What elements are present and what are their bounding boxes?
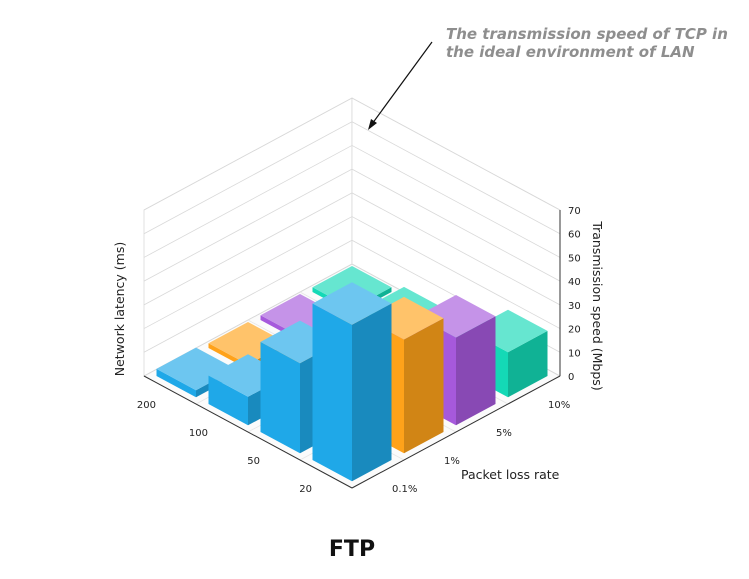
gridline-left-wall: [143, 216, 353, 329]
annotation-arrow-head: [368, 119, 377, 130]
speed-tick-label: 20: [568, 325, 581, 336]
loss-tick-label: 5%: [496, 428, 512, 439]
bar-20ms-0.1%: [312, 282, 392, 482]
speed-tick-label: 10: [568, 348, 581, 359]
gridline-right-wall: [351, 216, 561, 329]
gridline-left-wall: [143, 145, 353, 258]
annotation-line-1: The transmission speed of TCP in: [446, 25, 728, 43]
chart-title: FTP: [329, 537, 375, 562]
loss-tick-label: 10%: [548, 400, 570, 411]
chart-bars: [156, 266, 548, 482]
bar-right-face: [404, 318, 444, 454]
gridline-right-wall: [351, 97, 561, 211]
latency-axis-title: Network latency (ms): [112, 242, 127, 377]
speed-axis-title: Transmission speed (Mbps): [590, 220, 605, 390]
gridline-right-wall: [351, 168, 561, 282]
gridline-left-wall: [143, 239, 353, 353]
speed-tick-label: 0: [568, 372, 574, 383]
loss-tick-label: 0.1%: [392, 484, 417, 495]
speed-tick-label: 40: [568, 277, 581, 288]
speed-tick-label: 50: [568, 253, 581, 264]
chart-labels: 20 50 100 200 0.1% 1% 5% 10% 0 10 20 30 40 50 60 70 Tran…: [112, 206, 605, 495]
gridline-left-wall: [143, 168, 353, 282]
loss-axis-title: Packet loss rate: [461, 467, 560, 482]
latency-tick-label: 100: [189, 428, 208, 439]
bar-left-face: [156, 368, 196, 398]
speed-tick-label: 30: [568, 301, 581, 312]
loss-tick-label: 1%: [444, 456, 460, 467]
bar-top-face: [156, 347, 236, 391]
speed-tick-label: 70: [568, 206, 581, 217]
gridline-right-wall: [351, 121, 561, 235]
bar-top-face: [312, 282, 392, 325]
latency-tick-label: 200: [137, 400, 156, 411]
bar-right-face: [352, 303, 392, 482]
gridline-left-wall: [143, 121, 353, 235]
latency-tick-label: 50: [247, 456, 260, 467]
annotation-arrow-line: [371, 41, 433, 125]
loss-axis-line: [351, 375, 561, 489]
gridline-left-wall: [143, 192, 353, 306]
latency-tick-label: 20: [299, 484, 312, 495]
bar-left-face: [312, 303, 352, 482]
annotation-line-2: the ideal environment of LAN: [446, 43, 695, 61]
gridline-left-wall: [143, 97, 353, 211]
bar-left-face: [260, 341, 300, 454]
bar-right-face: [508, 330, 548, 398]
gridline-right-wall: [351, 192, 561, 306]
bar-left-face: [208, 375, 248, 426]
latency-axis-line: [143, 375, 353, 489]
speed-tick-label: 60: [568, 230, 581, 241]
chart-axes: [143, 210, 561, 489]
gridline-right-wall: [351, 145, 561, 258]
bar-right-face: [456, 316, 496, 426]
